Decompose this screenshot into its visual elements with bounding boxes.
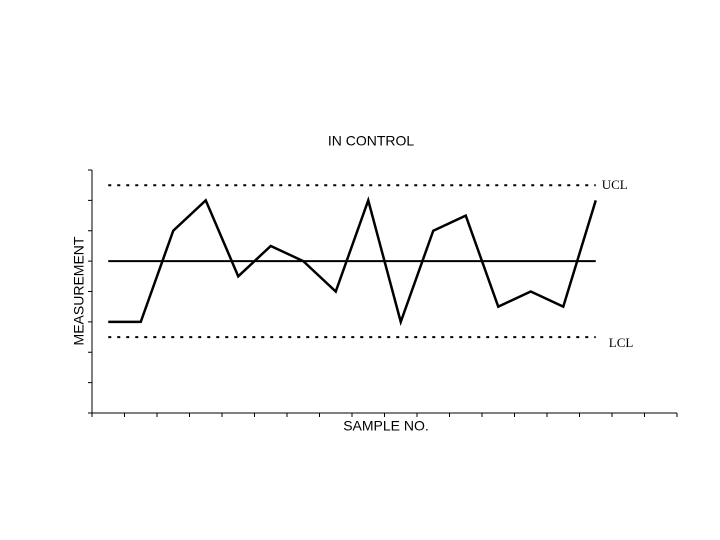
x-axis-label: SAMPLE NO. bbox=[343, 418, 429, 434]
y-axis-label: MEASUREMENT bbox=[71, 236, 87, 345]
ucl-label: UCL bbox=[602, 177, 628, 192]
data-line bbox=[108, 196, 597, 327]
chart-title: IN CONTROL bbox=[328, 133, 415, 149]
lcl-label: LCL bbox=[609, 335, 634, 350]
